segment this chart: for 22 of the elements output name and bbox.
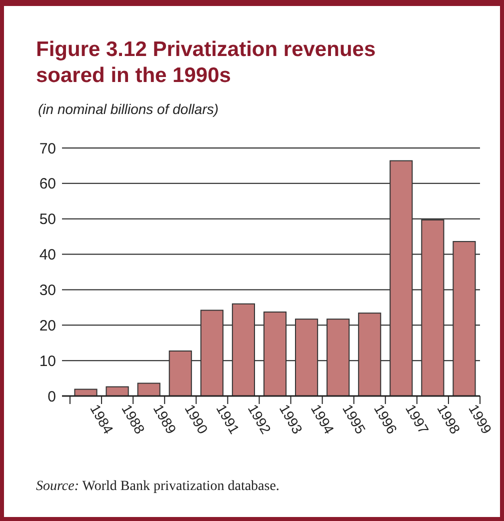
chart-subtitle: (in nominal billions of dollars) bbox=[38, 101, 219, 117]
bar bbox=[326, 318, 350, 396]
y-tick-label: 20 bbox=[39, 317, 56, 334]
y-tick-label: 60 bbox=[39, 176, 56, 193]
bar bbox=[232, 303, 255, 396]
y-tick-label: 0 bbox=[48, 388, 56, 406]
source-note: Source: World Bank privatization database. bbox=[36, 479, 280, 494]
bar bbox=[358, 312, 382, 396]
y-tick-label: 50 bbox=[39, 211, 56, 228]
bar bbox=[390, 160, 413, 396]
chart-title: Figure 3.12 Privatization revenues soared in the 1990s bbox=[36, 38, 376, 87]
bar bbox=[200, 310, 224, 396]
bar bbox=[263, 312, 287, 396]
bar bbox=[452, 241, 476, 396]
bar bbox=[168, 350, 192, 396]
y-tick-label: 30 bbox=[39, 282, 56, 299]
y-tick-label: 10 bbox=[39, 352, 56, 370]
bar bbox=[295, 318, 318, 396]
y-tick-label: 70 bbox=[39, 140, 56, 158]
y-tick-label: 40 bbox=[39, 246, 56, 264]
bar bbox=[137, 382, 160, 396]
bar bbox=[421, 219, 444, 396]
